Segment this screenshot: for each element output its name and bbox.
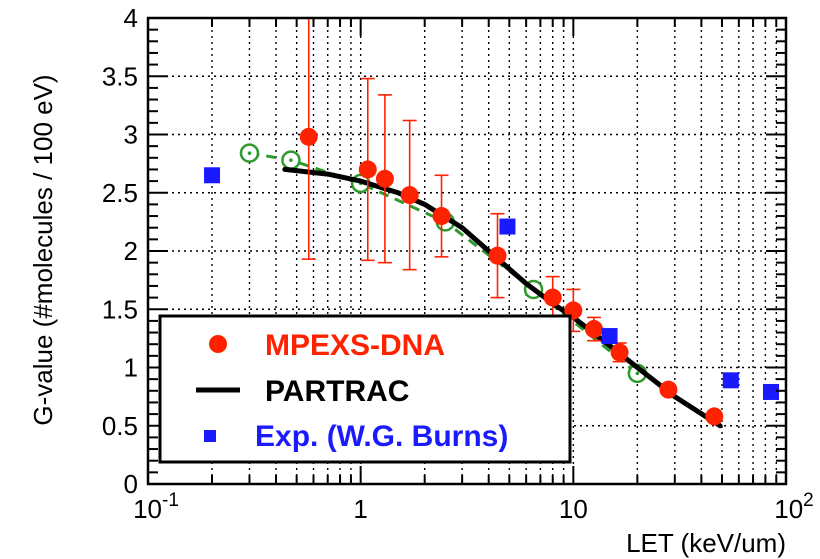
partrac-line (282, 166, 723, 429)
mpexs-point (299, 127, 318, 146)
green-open-circle-dot (247, 151, 252, 155)
legend-label-burns: Exp. (W.G. Burns) (255, 420, 508, 453)
y-tick-label: 3.5 (102, 61, 138, 91)
mpexs-point (432, 207, 451, 226)
x-tick-label: 10 (559, 494, 588, 524)
burns-point (204, 167, 221, 184)
burns-point (601, 328, 618, 345)
mpexs-point (543, 288, 562, 307)
mpexs-point (375, 169, 394, 188)
y-tick-label: 0 (124, 469, 138, 499)
burns-point (722, 372, 739, 389)
y-tick-label: 4 (124, 3, 138, 33)
y-tick-label: 1.5 (102, 294, 138, 324)
mpexs-point (358, 160, 377, 179)
y-tick-label: 2.5 (102, 178, 138, 208)
mpexs-point (659, 380, 678, 399)
burns-point (762, 383, 779, 400)
mpexs-point (400, 186, 419, 205)
x-tick-label: 1 (353, 494, 367, 524)
y-tick-label: 1 (124, 353, 138, 383)
mpexs-point (610, 343, 629, 362)
legend-marker-burns (204, 430, 216, 442)
legend-marker-mpexs (209, 335, 227, 353)
burns-point (499, 218, 516, 235)
legend: MPEXS-DNA PARTRAC Exp. (W.G. Burns) (158, 314, 572, 464)
x-tick-label: 102 (774, 490, 814, 524)
y-tick-label: 3 (124, 120, 138, 150)
tick-labels: 10-1 1 10 102 0 0.5 1 1.5 2 2.5 3 3.5 4 (102, 3, 814, 524)
y-axis-label: G-value (#molecules / 100 eV) (28, 74, 58, 425)
x-axis-label: LET (keV/um) (626, 528, 786, 558)
mpexs-point (488, 246, 507, 265)
legend-label-mpexs: MPEXS-DNA (265, 329, 445, 362)
mpexs-point (584, 320, 603, 339)
green-open-circle-dot (635, 371, 640, 376)
x-tick-label: 10-1 (133, 490, 179, 524)
green-open-circle-dot (289, 158, 293, 162)
y-tick-label: 2 (124, 236, 138, 266)
series-layer (204, 18, 779, 429)
y-tick-label: 0.5 (102, 411, 138, 441)
mpexs-point (705, 407, 724, 426)
legend-label-partrac: PARTRAC (265, 375, 409, 408)
axis-ticks (147, 17, 786, 485)
